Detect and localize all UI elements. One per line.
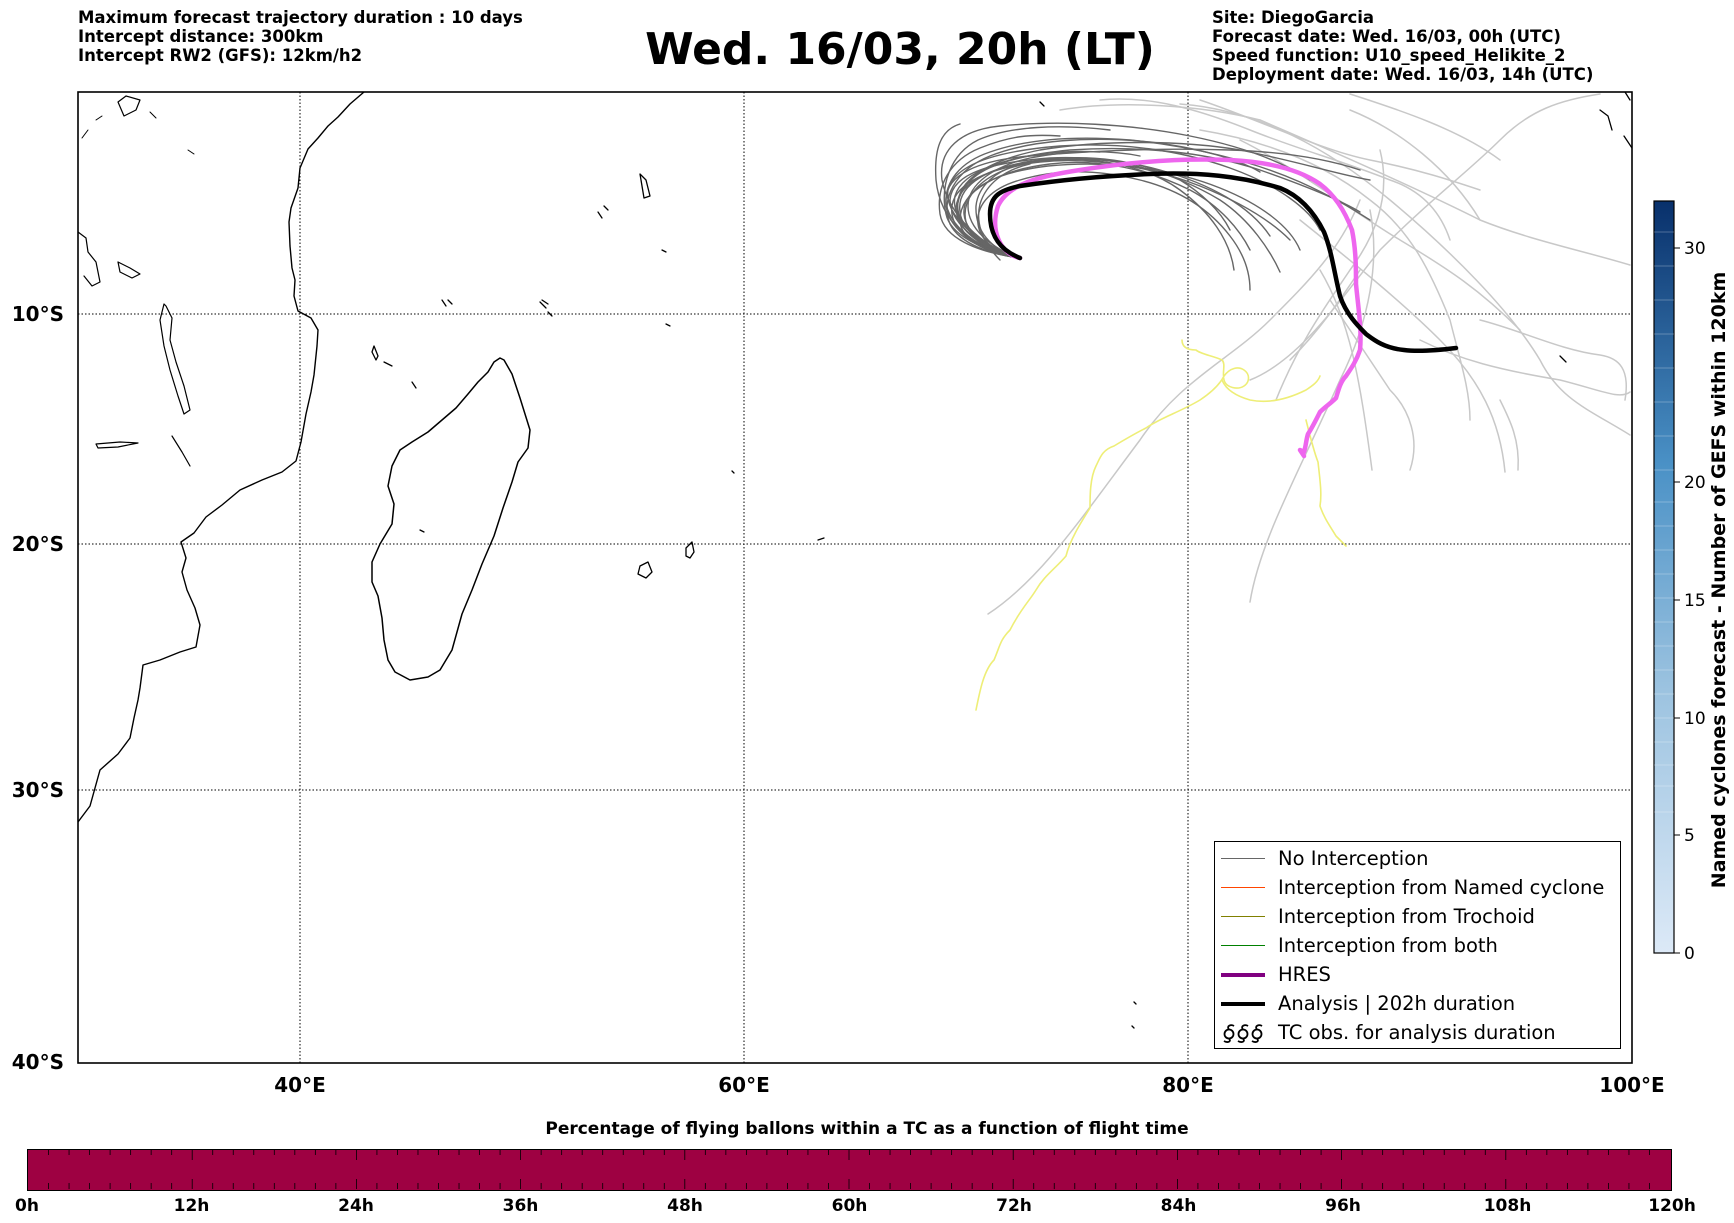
legend-line-orange	[1221, 877, 1265, 899]
legend-row-no-interception: No Interception	[1215, 844, 1620, 873]
legend-row-tc-obs: TC obs. for analysis duration	[1215, 1018, 1620, 1047]
lat-label-10s: 10°S	[12, 302, 64, 326]
red-sea-coast	[78, 231, 101, 287]
gridlines	[78, 92, 1632, 1063]
time-tick-24h: 24h	[338, 1196, 374, 1216]
legend-label: TC obs. for analysis duration	[1278, 1021, 1556, 1044]
latitude-labels: 10°S 20°S 30°S 40°S	[12, 302, 64, 1074]
legend-row-trochoid: Interception from Trochoid	[1215, 902, 1620, 931]
max-duration-text: Maximum forecast trajectory duration : 1…	[78, 8, 523, 27]
time-bar-title: Percentage of flying ballons within a TC…	[545, 1119, 1189, 1139]
time-tick-72h: 72h	[996, 1196, 1032, 1216]
time-tick-96h: 96h	[1325, 1196, 1361, 1216]
legend-label: HRES	[1278, 963, 1331, 986]
legend-label: Interception from both	[1278, 934, 1498, 957]
legend-label: Interception from Named cyclone	[1278, 876, 1605, 899]
deployment-date-text: Deployment date: Wed. 16/03, 14h (UTC)	[1212, 65, 1594, 84]
africa-coastline	[78, 92, 365, 823]
lat-label-30s: 30°S	[12, 778, 64, 802]
lat-label-20s: 20°S	[12, 532, 64, 556]
time-percentage-bar	[27, 1149, 1672, 1191]
time-tick-120h: 120h	[1648, 1196, 1696, 1216]
lon-label-40e: 40°E	[274, 1073, 326, 1097]
cb-tick-0: 0	[1684, 944, 1695, 964]
cb-tick-10: 10	[1684, 709, 1706, 729]
legend-label: No Interception	[1278, 847, 1429, 870]
map-title: Wed. 16/03, 20h (LT)	[645, 24, 1155, 75]
cyclone-colorbar: 0 5 10 15 20 30 Named cyclones forecast …	[1653, 200, 1730, 964]
time-tick-12h: 12h	[173, 1196, 210, 1216]
intercept-rw2-text: Intercept RW2 (GFS): 12km/h2	[78, 46, 363, 65]
legend-row-hres: HRES	[1215, 960, 1620, 989]
legend-line-purple	[1221, 964, 1265, 986]
time-tick-60h: 60h	[831, 1196, 868, 1216]
analysis-track	[987, 171, 1459, 354]
site-info: Site: DiegoGarcia Forecast date: Wed. 16…	[1212, 8, 1593, 84]
small-islands	[371, 92, 1632, 1029]
time-bar-ticks	[48, 1150, 1650, 1189]
legend-label: Interception from Trochoid	[1278, 905, 1535, 928]
cb-tick-5: 5	[1684, 826, 1695, 846]
map-legend: No Interception Interception from Named …	[1214, 841, 1621, 1049]
lon-label-100e: 100°E	[1599, 1073, 1664, 1097]
cyclone-symbol-icon	[1221, 1022, 1265, 1044]
intercept-distance-text: Intercept distance: 300km	[78, 27, 324, 46]
forecast-parameters: Maximum forecast trajectory duration : 1…	[78, 8, 523, 65]
site-text: Site: DiegoGarcia	[1212, 8, 1375, 27]
hres-track	[992, 157, 1363, 459]
tc-obs-track	[975, 339, 1250, 711]
legend-row-analysis: Analysis | 202h duration	[1215, 989, 1620, 1018]
time-tick-0h: 0h	[15, 1196, 39, 1216]
legend-line-black	[1221, 993, 1265, 1015]
time-tick-84h: 84h	[1160, 1196, 1197, 1216]
legend-label: Analysis | 202h duration	[1278, 992, 1516, 1015]
lat-label-40s: 40°S	[12, 1050, 64, 1074]
cb-tick-20: 20	[1684, 473, 1706, 493]
legend-row-named-cyclone: Interception from Named cyclone	[1215, 873, 1620, 902]
time-tick-36h: 36h	[502, 1196, 539, 1216]
longitude-labels: 40°E 60°E 80°E 100°E	[274, 1073, 1664, 1097]
lon-label-80e: 80°E	[1162, 1073, 1214, 1097]
speed-function-text: Speed function: U10_speed_Helikite_2	[1212, 46, 1566, 65]
ensemble-light-tracks	[987, 93, 1631, 615]
lon-label-60e: 60°E	[718, 1073, 770, 1097]
time-tick-48h: 48h	[667, 1196, 703, 1216]
colorbar-title: Named cyclones forecast - Number of GEFS…	[1708, 272, 1730, 889]
legend-line-olive	[1221, 906, 1265, 928]
legend-line-green	[1221, 935, 1265, 957]
cb-tick-15: 15	[1684, 591, 1706, 611]
madagascar-outline	[371, 357, 531, 681]
ensemble-dark-tracks	[934, 122, 1371, 291]
cb-tick-30: 30	[1684, 239, 1706, 259]
map-frame	[77, 91, 1633, 1064]
time-tick-108h: 108h	[1483, 1196, 1532, 1216]
forecast-date-text: Forecast date: Wed. 16/03, 00h (UTC)	[1212, 27, 1561, 46]
legend-row-both: Interception from both	[1215, 931, 1620, 960]
legend-line-grey	[1221, 848, 1265, 870]
